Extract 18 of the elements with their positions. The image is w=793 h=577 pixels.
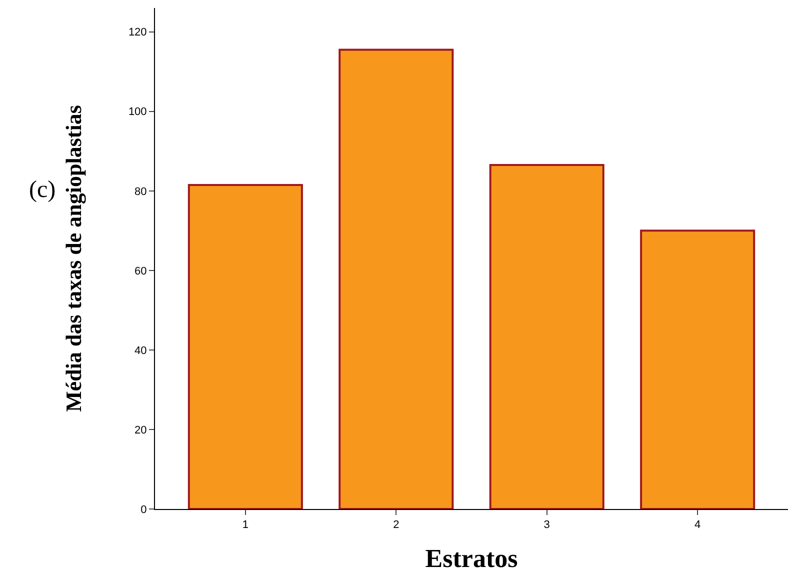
x-tick-label: 3 (544, 519, 550, 532)
y-tick-label: 80 (134, 186, 147, 198)
y-tick-label: 20 (134, 424, 147, 436)
x-tick-label: 1 (242, 519, 248, 532)
text: (c) (29, 177, 56, 203)
y-tick-label: 100 (128, 106, 147, 118)
x-tick-label: 2 (393, 519, 400, 532)
y-axis-title: Média das taxas de angioplastias (61, 104, 86, 412)
y-tick-label: 0 (140, 504, 147, 516)
bar (640, 230, 756, 509)
x-axis-title: Estratos (425, 544, 518, 573)
y-tick-label: 40 (134, 344, 147, 357)
bar (338, 48, 454, 509)
y-tick-label: 60 (134, 265, 147, 278)
y-tick-label: 120 (128, 26, 147, 39)
x-tick-label: 4 (694, 519, 701, 532)
bar (188, 184, 303, 509)
bar (489, 164, 604, 509)
